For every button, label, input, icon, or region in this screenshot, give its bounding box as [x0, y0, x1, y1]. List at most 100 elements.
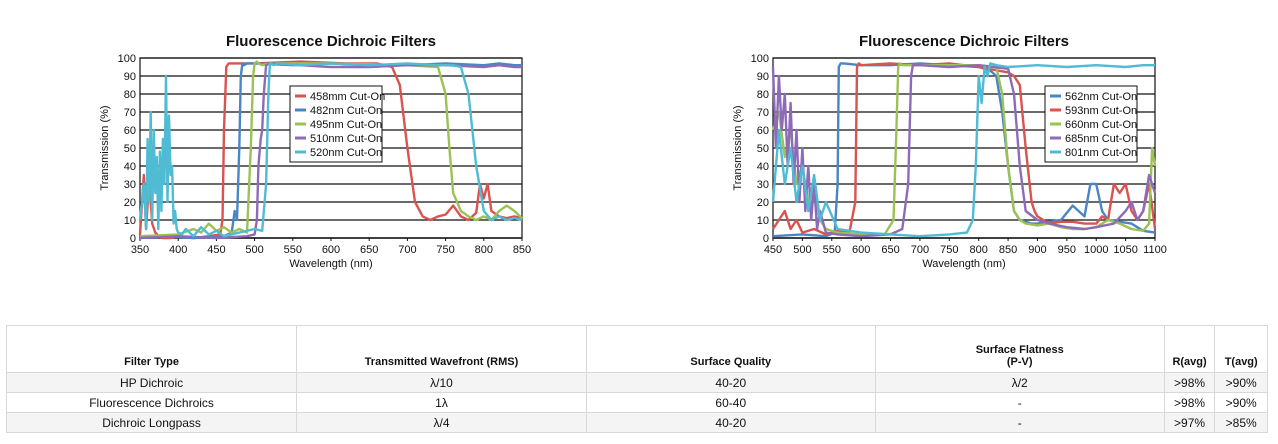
legend-label: 495nm Cut-On	[310, 119, 382, 131]
cell-wavefront: 1λ	[296, 392, 587, 413]
y-tick-label: 60	[757, 125, 769, 137]
cell-ravg: >98%	[1163, 372, 1216, 393]
y-tick-label: 90	[124, 71, 136, 83]
cell-quality: 60-40	[585, 392, 876, 413]
legend-label: 510nm Cut-On	[310, 133, 382, 145]
x-tick-label: 450	[207, 244, 225, 256]
cell-tavg: >90%	[1214, 392, 1268, 413]
series-line-510nm-cut-on	[139, 62, 522, 240]
chart-right: Fluorescence Dichroic Filters 0 10 20 30 40 50…	[728, 28, 1168, 278]
x-tick-label: 550	[284, 244, 302, 256]
y-tick-label: 70	[124, 107, 136, 119]
y-tick-label: 90	[757, 71, 769, 83]
cell-type: Dichroic Longpass	[5, 412, 298, 433]
cell-ravg: >98%	[1163, 392, 1216, 413]
x-axis-label: Wavelength (nm)	[289, 258, 372, 270]
x-tick-label: 800	[970, 244, 988, 256]
x-axis-label: Wavelength (nm)	[922, 258, 1005, 270]
y-tick-label: 10	[757, 215, 769, 227]
legend-label: 660nm Cut-On	[1065, 119, 1137, 131]
y-tick-label: 50	[124, 143, 136, 155]
x-tick-label: 700	[911, 244, 929, 256]
cell-tavg: >85%	[1214, 412, 1268, 433]
y-tick-label: 100	[751, 53, 769, 65]
plot-frame	[139, 57, 523, 239]
x-tick-label: 700	[398, 244, 416, 256]
header-flatness-line1: Surface Flatness	[975, 344, 1064, 356]
header-tavg: T(avg)	[1214, 325, 1268, 373]
x-tick-label: 400	[169, 244, 187, 256]
x-tick-label: 650	[881, 244, 899, 256]
legend-label: 482nm Cut-On	[310, 105, 382, 117]
header-surface-quality: Surface Quality	[585, 325, 876, 373]
x-tick-label: 500	[793, 244, 811, 256]
chart-left: Fluorescence Dichroic Filters 0 10 20 30 40 50…	[95, 28, 535, 278]
x-tick-label: 1050	[1113, 244, 1137, 256]
y-tick-label: 50	[757, 143, 769, 155]
chart-title: Fluorescence Dichroic Filters	[226, 33, 436, 50]
x-tick-label: 850	[513, 244, 531, 256]
y-tick-label: 80	[124, 89, 136, 101]
y-tick-label: 40	[124, 161, 136, 173]
legend-label: 685nm Cut-On	[1065, 133, 1137, 145]
y-axis-label: Transmission (%)	[99, 105, 111, 190]
cell-flatness: λ/2	[874, 372, 1165, 393]
y-axis-label: Transmission (%)	[732, 105, 744, 190]
legend-label: 593nm Cut-On	[1065, 105, 1137, 117]
plot-frame	[772, 57, 1156, 239]
legend-label: 520nm Cut-On	[310, 147, 382, 159]
chart-right-svg: Fluorescence Dichroic Filters 0 10 20 30 40 50…	[732, 33, 1167, 270]
cell-flatness: -	[874, 412, 1165, 433]
header-ravg: R(avg)	[1163, 325, 1216, 373]
y-tick-label: 60	[124, 125, 136, 137]
header-filter-type: Filter Type	[5, 325, 298, 373]
y-tick-label: 20	[757, 197, 769, 209]
header-flatness-line2: (P-V)	[1006, 356, 1033, 368]
x-tick-label: 1100	[1143, 244, 1167, 256]
cell-ravg: >97%	[1163, 412, 1216, 433]
x-tick-label: 500	[245, 244, 263, 256]
y-tick-label: 0	[763, 233, 769, 245]
x-tick-label: 350	[131, 244, 149, 256]
x-tick-label: 600	[322, 244, 340, 256]
y-tick-label: 40	[757, 161, 769, 173]
table-row: HP Dichroic λ/10 40-20 λ/2 >98% >90%	[5, 372, 1268, 393]
series-line-685nm-cut-on	[771, 64, 1157, 238]
cell-tavg: >90%	[1214, 372, 1268, 393]
cell-wavefront: λ/10	[296, 372, 587, 393]
x-tick-label: 600	[852, 244, 870, 256]
x-tick-label: 750	[940, 244, 958, 256]
spec-table: Filter Type Transmitted Wavefront (RMS) …	[5, 325, 1268, 433]
x-tick-label: 850	[999, 244, 1017, 256]
x-tick-label: 900	[1028, 244, 1046, 256]
series-line-801nm-cut-on	[771, 62, 1155, 238]
cell-type: Fluorescence Dichroics	[5, 392, 298, 413]
x-tick-label: 550	[823, 244, 841, 256]
table-header-row: Filter Type Transmitted Wavefront (RMS) …	[5, 325, 1268, 373]
y-tick-label: 70	[757, 107, 769, 119]
cell-quality: 40-20	[585, 412, 876, 433]
y-tick-label: 0	[130, 233, 136, 245]
legend-label: 801nm Cut-On	[1065, 147, 1137, 159]
y-tick-label: 30	[757, 179, 769, 191]
legend-label: 562nm Cut-On	[1065, 91, 1137, 103]
y-tick-label: 80	[757, 89, 769, 101]
x-tick-label: 750	[436, 244, 454, 256]
table-row: Fluorescence Dichroics 1λ 60-40 - >98% >…	[5, 392, 1268, 413]
header-wavefront: Transmitted Wavefront (RMS)	[296, 325, 587, 373]
cell-type: HP Dichroic	[5, 372, 298, 393]
x-tick-label: 950	[1058, 244, 1076, 256]
cell-wavefront: λ/4	[296, 412, 587, 433]
y-tick-label: 30	[124, 179, 136, 191]
table-row: Dichroic Longpass λ/4 40-20 - >97% >85%	[5, 412, 1268, 433]
y-tick-label: 20	[124, 197, 136, 209]
y-tick-label: 100	[118, 53, 136, 65]
y-tick-label: 10	[124, 215, 136, 227]
x-tick-label: 1000	[1084, 244, 1108, 256]
cell-quality: 40-20	[585, 372, 876, 393]
legend-label: 458mm Cut-On	[310, 91, 385, 103]
x-tick-label: 800	[475, 244, 493, 256]
series-line-520nm-cut-on	[138, 62, 523, 238]
x-tick-label: 450	[764, 244, 782, 256]
chart-title: Fluorescence Dichroic Filters	[859, 33, 1069, 50]
